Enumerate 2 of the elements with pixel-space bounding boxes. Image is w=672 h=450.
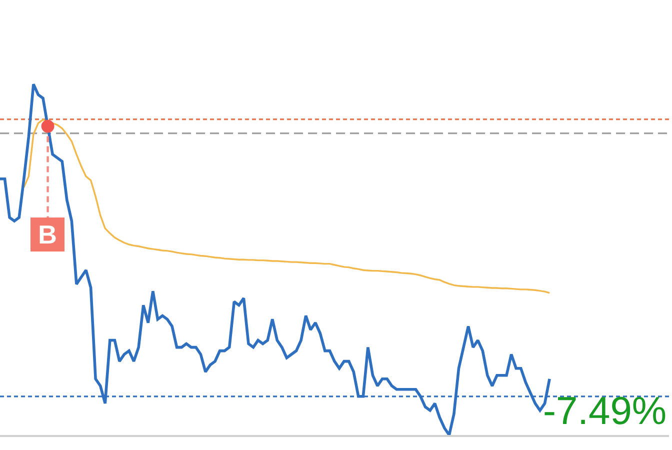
annotation: -7.49% [543, 390, 667, 433]
annotation: B [38, 220, 57, 250]
